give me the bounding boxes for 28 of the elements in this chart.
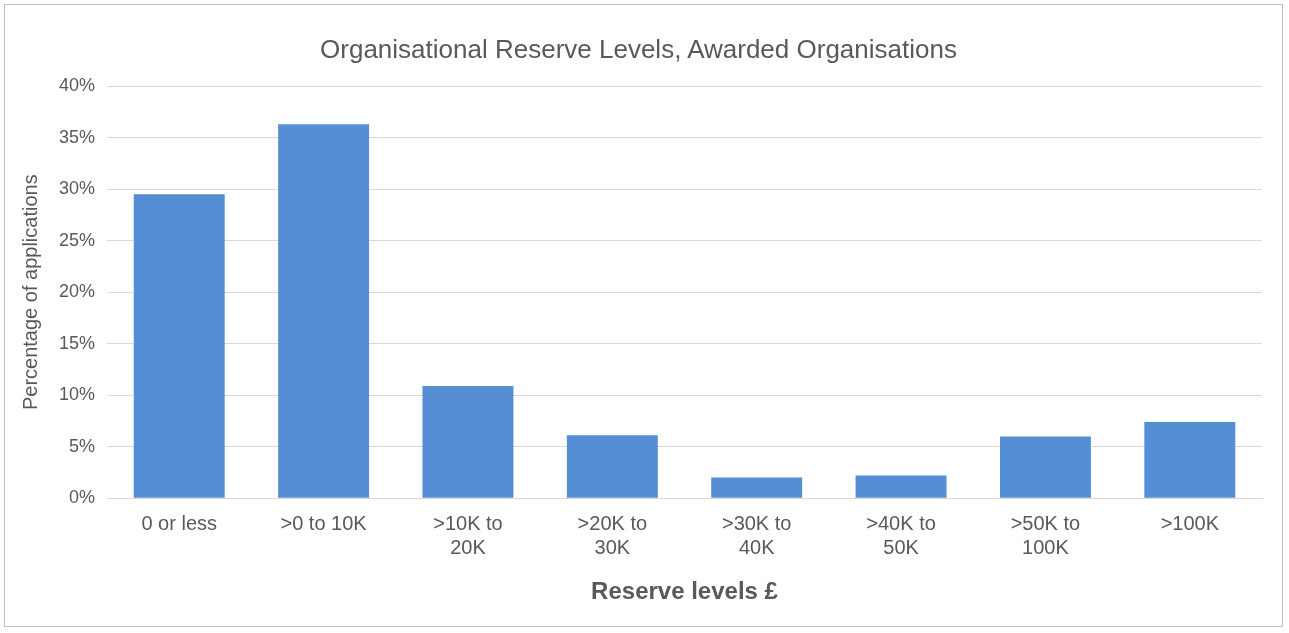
- y-axis-title: Percentage of applications: [18, 174, 41, 411]
- x-tick-label: >50K to 100K: [1010, 511, 1081, 558]
- x-axis-title: Reserve levels £: [591, 577, 779, 605]
- bar: [1144, 421, 1236, 498]
- y-tick-label: 30%: [59, 178, 96, 199]
- bar: [999, 436, 1091, 498]
- x-tick-label: >40K to 50K: [866, 511, 936, 558]
- y-tick-label: 10%: [59, 384, 96, 405]
- x-tick-label: >10K to 20K: [433, 511, 503, 558]
- bar: [133, 194, 225, 498]
- bar: [278, 124, 370, 498]
- y-tick-label: 25%: [59, 229, 96, 250]
- y-tick-label: 20%: [59, 281, 96, 302]
- bar: [566, 435, 658, 498]
- x-tick-label: >30K to 40K: [721, 511, 792, 558]
- bar: [422, 385, 514, 498]
- chart-title: Organisational Reserve Levels, Awarded Organisations: [320, 33, 957, 64]
- y-tick-label: 40%: [59, 75, 96, 96]
- x-tick-label: 0 or less: [141, 511, 218, 534]
- bar: [855, 475, 947, 498]
- y-tick-label: 0%: [69, 487, 96, 508]
- x-tick-label: >20K to 30K: [577, 511, 648, 558]
- x-tick-label: >0 to 10K: [280, 511, 368, 534]
- y-tick-label: 35%: [59, 126, 96, 147]
- y-tick-label: 5%: [69, 435, 96, 456]
- x-tick-label: >100K: [1160, 511, 1220, 534]
- y-tick-label: 15%: [59, 332, 96, 353]
- bar: [711, 477, 803, 498]
